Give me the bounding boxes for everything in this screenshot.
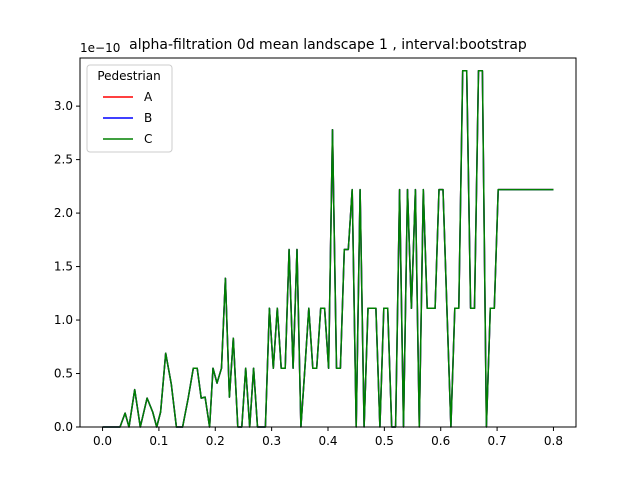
legend-title: Pedestrian	[97, 69, 160, 83]
y-tick-label: 3.0	[54, 99, 73, 113]
x-tick-label: 0.2	[206, 434, 225, 448]
y-tick-label: 2.5	[54, 153, 73, 167]
legend-label-a: A	[144, 90, 153, 104]
y-tick-label: 0.5	[54, 367, 73, 381]
legend-label-b: B	[144, 111, 152, 125]
series-line-c	[102, 70, 554, 428]
x-tick-label: 0.4	[318, 434, 337, 448]
y-tick-label: 2.0	[54, 206, 73, 220]
legend-items: ABC	[103, 90, 153, 146]
x-tick-label: 0.3	[262, 434, 281, 448]
x-tick-label: 0.6	[431, 434, 450, 448]
x-axis-ticks: 0.0 0.1 0.2 0.3 0.4 0.5 0.6 0.7 0.8	[93, 427, 563, 448]
x-tick-label: 0.1	[149, 434, 168, 448]
y-tick-label: 1.5	[54, 260, 73, 274]
y-tick-label: 1.0	[54, 313, 73, 327]
x-tick-label: 0.5	[375, 434, 394, 448]
y-tick-label: 0.0	[54, 420, 73, 434]
y-axis-ticks: 0.0 0.5 1.0 1.5 2.0 2.5 3.0	[54, 99, 80, 434]
series-lines	[102, 70, 554, 428]
legend-box	[86, 64, 173, 153]
x-tick-label: 0.8	[544, 434, 563, 448]
legend: Pedestrian ABC	[86, 64, 173, 153]
legend-label-c: C	[144, 132, 152, 146]
x-tick-label: 0.0	[93, 434, 112, 448]
x-tick-label: 0.7	[488, 434, 507, 448]
chart-title: alpha-filtration 0d mean landscape 1 , i…	[129, 37, 527, 53]
y-scale-label: 1e−10	[80, 41, 120, 55]
